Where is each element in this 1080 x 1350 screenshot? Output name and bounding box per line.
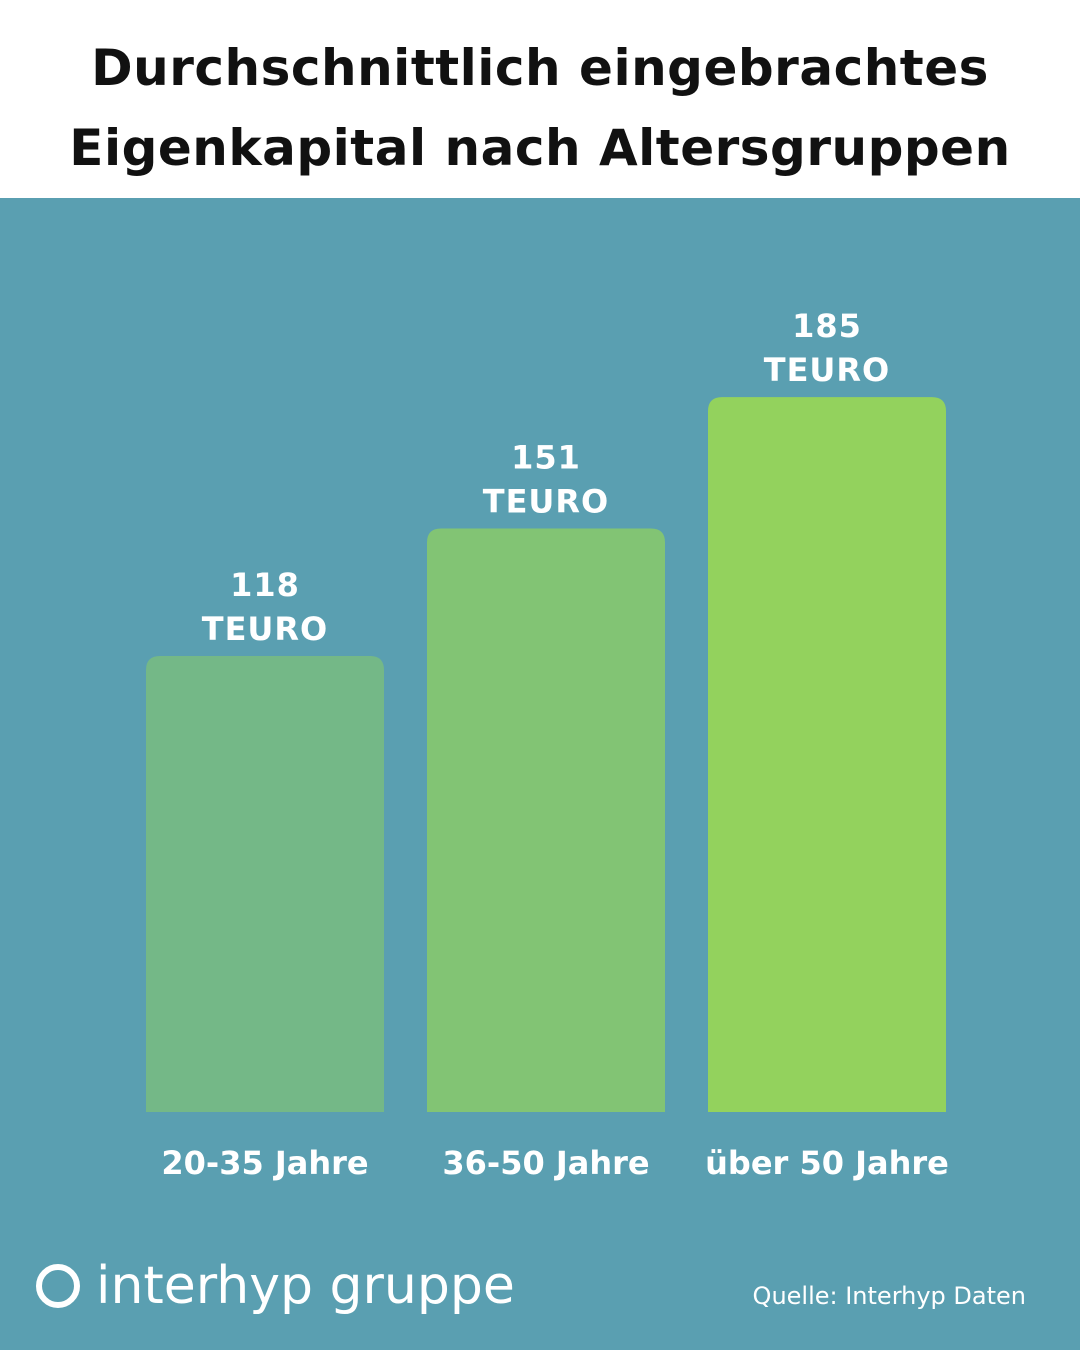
data-label-unit-1: TEURO [202,610,329,648]
source-note: Quelle: Interhyp Daten [752,1282,1026,1310]
category-label-3: über 50 Jahre [705,1144,949,1182]
title-line-2: Eigenkapital nach Altersgruppen [69,119,1011,177]
logo-text: interhyp gruppe [96,1256,515,1316]
header: Durchschnittlich eingebrachtes Eigenkapi… [0,0,1080,198]
chart-panel: 118 TEURO 20-35 Jahre 151 TEURO 36-50 Jahre 18… [0,198,1080,1350]
data-label-value-2: 151 [511,439,581,477]
bar-3 [708,397,946,1112]
bar-chart: 118 TEURO 20-35 Jahre 151 TEURO 36-50 Jahre 18… [146,307,949,1182]
category-label-1: 20-35 Jahre [161,1144,368,1182]
bar-2 [427,528,665,1112]
data-label-unit-3: TEURO [764,351,891,389]
data-label-unit-2: TEURO [483,483,610,521]
data-label-value-3: 185 [792,307,862,345]
logo: interhyp gruppe [36,1256,515,1316]
page-title: Durchschnittlich eingebrachtes Eigenkapi… [0,28,1080,188]
logo-ring-icon [36,1264,80,1308]
data-label-value-1: 118 [230,566,300,604]
title-line-1: Durchschnittlich eingebrachtes [91,39,989,97]
category-label-2: 36-50 Jahre [442,1144,649,1182]
bar-1 [146,656,384,1112]
